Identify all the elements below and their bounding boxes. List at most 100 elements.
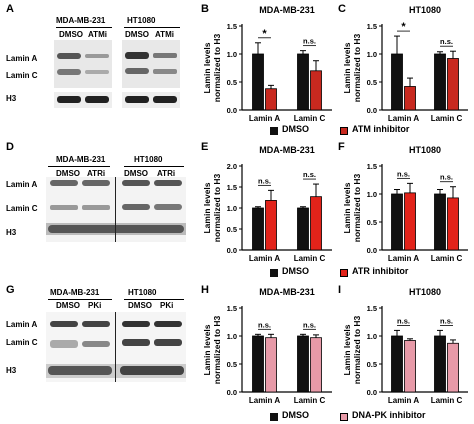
panel-label-c: C xyxy=(338,3,346,15)
panel-label-i: I xyxy=(338,284,342,296)
blot-row-lamin-c: Lamin C xyxy=(6,338,38,347)
y-tick-label: 0.0 xyxy=(367,106,377,115)
blot-treat-dmso-2: DMSO xyxy=(124,169,148,178)
panel-label-g: G xyxy=(6,284,15,296)
chart-b-svg: MDA-MB-231 Lamin levels normalized to H3 0.… xyxy=(202,5,332,123)
x-tick-label: Lamin C xyxy=(294,254,326,263)
panel-label-d: D xyxy=(6,141,14,153)
chart-title: MDA-MB-231 xyxy=(259,287,315,297)
chart-title: HT1080 xyxy=(409,145,441,155)
panel-label-b: B xyxy=(201,3,209,15)
significance-label: * xyxy=(401,21,406,33)
blot-cell-line-2: HT1080 xyxy=(128,288,157,297)
y-tick-label: 0.0 xyxy=(367,388,377,397)
bar xyxy=(265,337,277,393)
bar xyxy=(404,192,416,251)
legend-swatch-inhibitor xyxy=(340,269,348,277)
legend-label-dmso: DMSO xyxy=(282,124,309,134)
blot-treat-dmso-1: DMSO xyxy=(59,30,83,39)
significance-label: n.s. xyxy=(397,169,410,178)
legend-label-inhibitor: ATM inhibitor xyxy=(352,124,410,134)
y-tick-label: 1.5 xyxy=(367,304,377,313)
blot-cell-line-2: HT1080 xyxy=(134,155,163,164)
blot-treat-dmso-1: DMSO xyxy=(56,169,80,178)
blot-underline-1 xyxy=(48,166,110,167)
legend-label-inhibitor: ATR inhibitor xyxy=(352,266,409,276)
blot-underline-1 xyxy=(48,299,112,300)
y-tick-label: 0.5 xyxy=(367,78,377,87)
blot-cell-line-1: MDA-MB-231 xyxy=(56,155,106,164)
significance-label: n.s. xyxy=(440,37,453,46)
blot-cell-line-1: MDA-MB-231 xyxy=(56,16,106,25)
bar xyxy=(447,58,459,111)
bar xyxy=(310,70,322,111)
blot-treat-inhib-2: ATMi xyxy=(155,30,174,39)
blot-underline-2 xyxy=(124,299,184,300)
y-axis-label: normalized to H3 xyxy=(352,33,362,102)
blot-row-lamin-a: Lamin A xyxy=(6,180,38,189)
x-tick-label: Lamin C xyxy=(431,254,463,263)
bar xyxy=(252,207,264,251)
legend-swatch-dmso xyxy=(270,413,278,421)
blot-row-lamin-c: Lamin C xyxy=(6,71,38,80)
bar xyxy=(265,200,277,251)
y-tick-label: 1.5 xyxy=(367,22,377,31)
bar xyxy=(404,340,416,393)
y-axis-label: normalized to H3 xyxy=(212,315,222,384)
blot-treat-dmso-2: DMSO xyxy=(125,30,149,39)
y-axis-label: normalized to H3 xyxy=(212,173,222,242)
y-axis-label: normalized to H3 xyxy=(212,33,222,102)
blot-row-lamin-a: Lamin A xyxy=(6,54,38,63)
chart-e-svg: MDA-MB-231 Lamin levels normalized to H3 0.… xyxy=(202,145,332,263)
bar xyxy=(252,335,264,393)
x-tick-label: Lamin A xyxy=(249,254,280,263)
y-tick-label: 0.5 xyxy=(367,360,377,369)
bar xyxy=(297,53,309,111)
chart-title: MDA-MB-231 xyxy=(259,5,315,15)
x-tick-label: Lamin A xyxy=(388,114,419,123)
significance-label: * xyxy=(262,28,267,40)
blot-treat-inhib-1: PKi xyxy=(88,301,102,310)
blot-row-lamin-a: Lamin A xyxy=(6,320,38,329)
blot-row-h3: H3 xyxy=(6,366,17,375)
y-tick-label: 1.5 xyxy=(227,183,237,192)
panel-label-f: F xyxy=(338,141,345,153)
blot-treat-inhib-1: ATRi xyxy=(87,169,106,178)
x-tick-label: Lamin C xyxy=(431,396,463,405)
y-axis-label: Lamin levels xyxy=(342,182,352,233)
blot-treat-dmso-1: DMSO xyxy=(56,301,80,310)
y-tick-label: 0.5 xyxy=(227,78,237,87)
significance-label: n.s. xyxy=(440,173,453,182)
y-tick-label: 1.0 xyxy=(367,190,377,199)
significance-label: n.s. xyxy=(303,320,316,329)
bar xyxy=(434,193,446,251)
panel-label-h: H xyxy=(201,284,209,296)
x-tick-label: Lamin C xyxy=(294,114,326,123)
legend-swatch-dmso xyxy=(270,269,278,277)
blot-image-a xyxy=(54,40,180,108)
bar xyxy=(252,53,264,111)
significance-label: n.s. xyxy=(440,316,453,325)
y-tick-label: 1.5 xyxy=(227,304,237,313)
bar xyxy=(310,196,322,251)
chart-i-svg: HT1080 Lamin levels normalized to H3 0.0 0.5… xyxy=(342,287,468,405)
y-tick-label: 0.5 xyxy=(227,225,237,234)
bar xyxy=(265,88,277,111)
legend-label-dmso: DMSO xyxy=(282,266,309,276)
bar xyxy=(434,53,446,111)
legend-swatch-inhibitor xyxy=(340,413,348,421)
significance-label: n.s. xyxy=(303,37,316,46)
x-tick-label: Lamin C xyxy=(294,396,326,405)
chart-title: MDA-MB-231 xyxy=(259,145,315,155)
blot-treat-inhib-2: PKi xyxy=(160,301,174,310)
legend-label-inhibitor: DNA-PK inhibitor xyxy=(352,410,426,420)
significance-label: n.s. xyxy=(258,176,271,185)
blot-image-d xyxy=(46,177,186,242)
y-axis-label: Lamin levels xyxy=(202,42,212,93)
y-tick-label: 0.0 xyxy=(227,246,237,255)
y-tick-label: 1.5 xyxy=(367,162,377,171)
panel-label-e: E xyxy=(201,141,209,153)
blot-treat-inhib-1: ATMi xyxy=(88,30,107,39)
chart-f-svg: HT1080 Lamin levels normalized to H3 0.0 0.5… xyxy=(342,145,468,263)
bar xyxy=(391,53,403,111)
